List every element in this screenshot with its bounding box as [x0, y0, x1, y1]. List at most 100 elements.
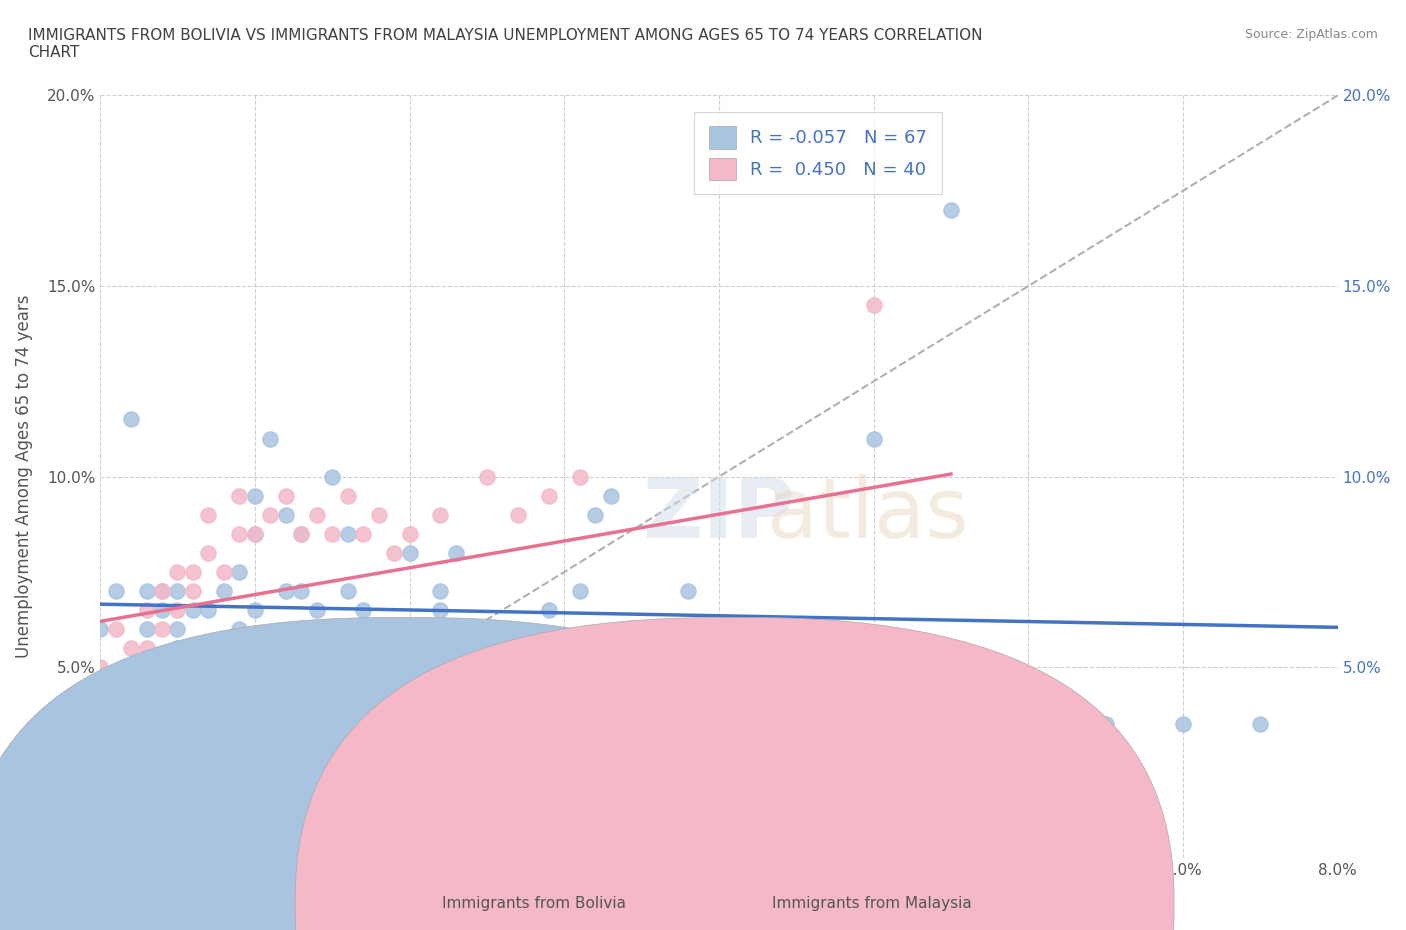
Point [259, 508, 281, 523]
Point [537, 488, 560, 503]
Point [321, 526, 343, 541]
Point [135, 622, 157, 637]
Point [135, 641, 157, 656]
Point [738, 717, 761, 732]
Text: IMMIGRANTS FROM BOLIVIA VS IMMIGRANTS FROM MALAYSIA UNEMPLOYMENT AMONG AGES 65 T: IMMIGRANTS FROM BOLIVIA VS IMMIGRANTS FR… [28, 28, 983, 60]
Point [243, 488, 266, 503]
Point [274, 488, 297, 503]
Point [398, 526, 420, 541]
Point [1249, 717, 1271, 732]
Point [89, 622, 111, 637]
Point [197, 641, 219, 656]
Point [104, 622, 127, 637]
Point [939, 203, 962, 218]
Point [212, 641, 235, 656]
Point [475, 660, 498, 675]
Text: ZIP: ZIP [643, 474, 796, 555]
Point [228, 622, 250, 637]
Point [197, 546, 219, 561]
Point [382, 641, 405, 656]
Point [181, 603, 204, 618]
Text: atlas: atlas [766, 474, 969, 555]
Point [352, 526, 374, 541]
Point [568, 584, 591, 599]
Point [135, 603, 157, 618]
Point [460, 622, 482, 637]
Point [321, 470, 343, 485]
Point [444, 546, 467, 561]
Point [305, 603, 328, 618]
Point [243, 603, 266, 618]
Point [274, 508, 297, 523]
Point [553, 679, 575, 694]
Point [506, 508, 529, 523]
Point [676, 698, 699, 713]
Text: Immigrants from Malaysia: Immigrants from Malaysia [772, 897, 972, 911]
Point [676, 584, 699, 599]
Point [1171, 717, 1194, 732]
Point [120, 412, 142, 427]
Point [614, 698, 637, 713]
Point [475, 470, 498, 485]
Point [506, 679, 529, 694]
Point [352, 603, 374, 618]
Point [583, 508, 606, 523]
Point [290, 526, 312, 541]
Point [645, 679, 668, 694]
Point [321, 622, 343, 637]
Point [429, 603, 451, 618]
Point [429, 508, 451, 523]
Point [166, 603, 188, 618]
Point [738, 717, 761, 732]
Point [135, 584, 157, 599]
Point [150, 584, 173, 599]
Point [939, 717, 962, 732]
Point [166, 565, 188, 579]
Point [336, 488, 359, 503]
Point [259, 432, 281, 446]
Point [398, 546, 420, 561]
Point [228, 488, 250, 503]
Point [259, 660, 281, 675]
Point [243, 526, 266, 541]
Point [537, 603, 560, 618]
Point [568, 470, 591, 485]
Point [212, 565, 235, 579]
Point [274, 584, 297, 599]
Point [862, 432, 884, 446]
Point [785, 698, 807, 713]
Point [197, 603, 219, 618]
Point [243, 641, 266, 656]
Point [599, 679, 621, 694]
Point [491, 641, 513, 656]
Text: Source: ZipAtlas.com: Source: ZipAtlas.com [1244, 28, 1378, 41]
Y-axis label: Unemployment Among Ages 65 to 74 years: Unemployment Among Ages 65 to 74 years [15, 295, 32, 658]
Point [707, 698, 730, 713]
Point [228, 526, 250, 541]
Point [382, 546, 405, 561]
Point [413, 660, 436, 675]
Point [336, 526, 359, 541]
Point [181, 565, 204, 579]
Point [197, 508, 219, 523]
Point [522, 679, 544, 694]
Point [630, 679, 652, 694]
Point [181, 660, 204, 675]
Legend: R = -0.057   N = 67, R =  0.450   N = 40: R = -0.057 N = 67, R = 0.450 N = 40 [695, 112, 942, 194]
Point [290, 526, 312, 541]
Point [1017, 717, 1039, 732]
Point [243, 526, 266, 541]
Point [104, 584, 127, 599]
Point [305, 508, 328, 523]
Point [630, 698, 652, 713]
Point [800, 717, 823, 732]
Point [150, 603, 173, 618]
Point [336, 584, 359, 599]
Text: Immigrants from Bolivia: Immigrants from Bolivia [443, 897, 626, 911]
Point [429, 584, 451, 599]
Point [166, 641, 188, 656]
Point [150, 622, 173, 637]
Point [305, 641, 328, 656]
Point [89, 660, 111, 675]
Point [1094, 717, 1116, 732]
